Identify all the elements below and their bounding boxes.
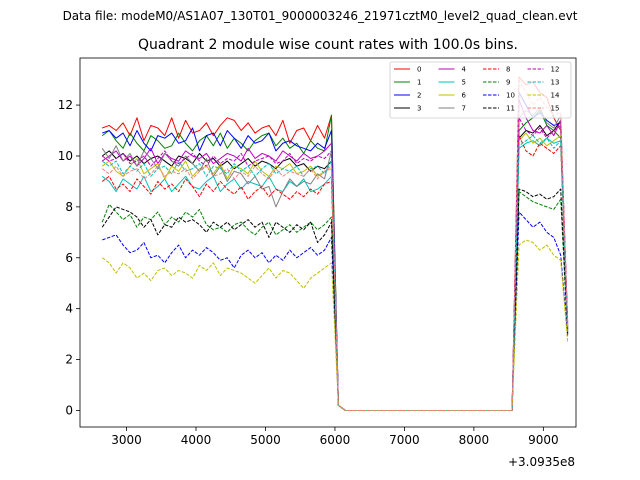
legend-label-6: 6 <box>462 92 467 100</box>
x-tick-label: 3000 <box>111 433 142 447</box>
legend-label-11: 11 <box>506 105 515 113</box>
x-tick-label: 5000 <box>250 433 281 447</box>
legend-label-15: 15 <box>551 105 560 113</box>
legend-label-14: 14 <box>551 92 560 100</box>
x-axis: 3000 4000 5000 6000 7000 8000 9000 <box>111 427 559 447</box>
y-tick-label: 12 <box>58 98 73 112</box>
legend-label-13: 13 <box>551 79 560 87</box>
x-tick-label: 7000 <box>389 433 420 447</box>
y-tick-label: 6 <box>65 251 73 265</box>
x-tick-label: 4000 <box>181 433 212 447</box>
x-tick-label: 9000 <box>528 433 559 447</box>
legend-label-9: 9 <box>506 79 510 87</box>
axes-background <box>80 58 576 427</box>
series-line-15 <box>101 79 569 411</box>
axes-frame <box>79 57 577 428</box>
x-tick-label: 8000 <box>459 433 490 447</box>
legend-label-12: 12 <box>551 66 560 74</box>
y-tick-label: 10 <box>58 149 73 163</box>
legend-label-4: 4 <box>462 66 467 74</box>
y-tick-label: 0 <box>65 403 73 417</box>
x-tick-label: 6000 <box>320 433 351 447</box>
x-offset-label: +3.0935e8 <box>508 455 575 469</box>
y-tick-label: 4 <box>65 302 73 316</box>
legend-label-1: 1 <box>417 79 421 87</box>
legend-box <box>389 61 572 119</box>
series-line-14 <box>101 239 569 411</box>
chart-title: Quadrant 2 module wise count rates with … <box>138 37 518 53</box>
legend-label-3: 3 <box>417 105 421 113</box>
legend-label-10: 10 <box>506 92 515 100</box>
y-axis: 0 2 4 6 8 10 12 <box>58 98 80 417</box>
legend-label-2: 2 <box>417 92 421 100</box>
y-tick-label: 8 <box>65 200 73 214</box>
suptitle: Data file: modeM0/AS1A07_130T01_90000032… <box>63 9 578 23</box>
series-layer <box>101 76 569 411</box>
legend-label-5: 5 <box>462 79 466 87</box>
legend-label-8: 8 <box>506 66 510 74</box>
y-tick-label: 2 <box>65 353 73 367</box>
legend-label-0: 0 <box>417 66 421 74</box>
series-line-11 <box>101 188 569 411</box>
legend-label-7: 7 <box>462 105 466 113</box>
